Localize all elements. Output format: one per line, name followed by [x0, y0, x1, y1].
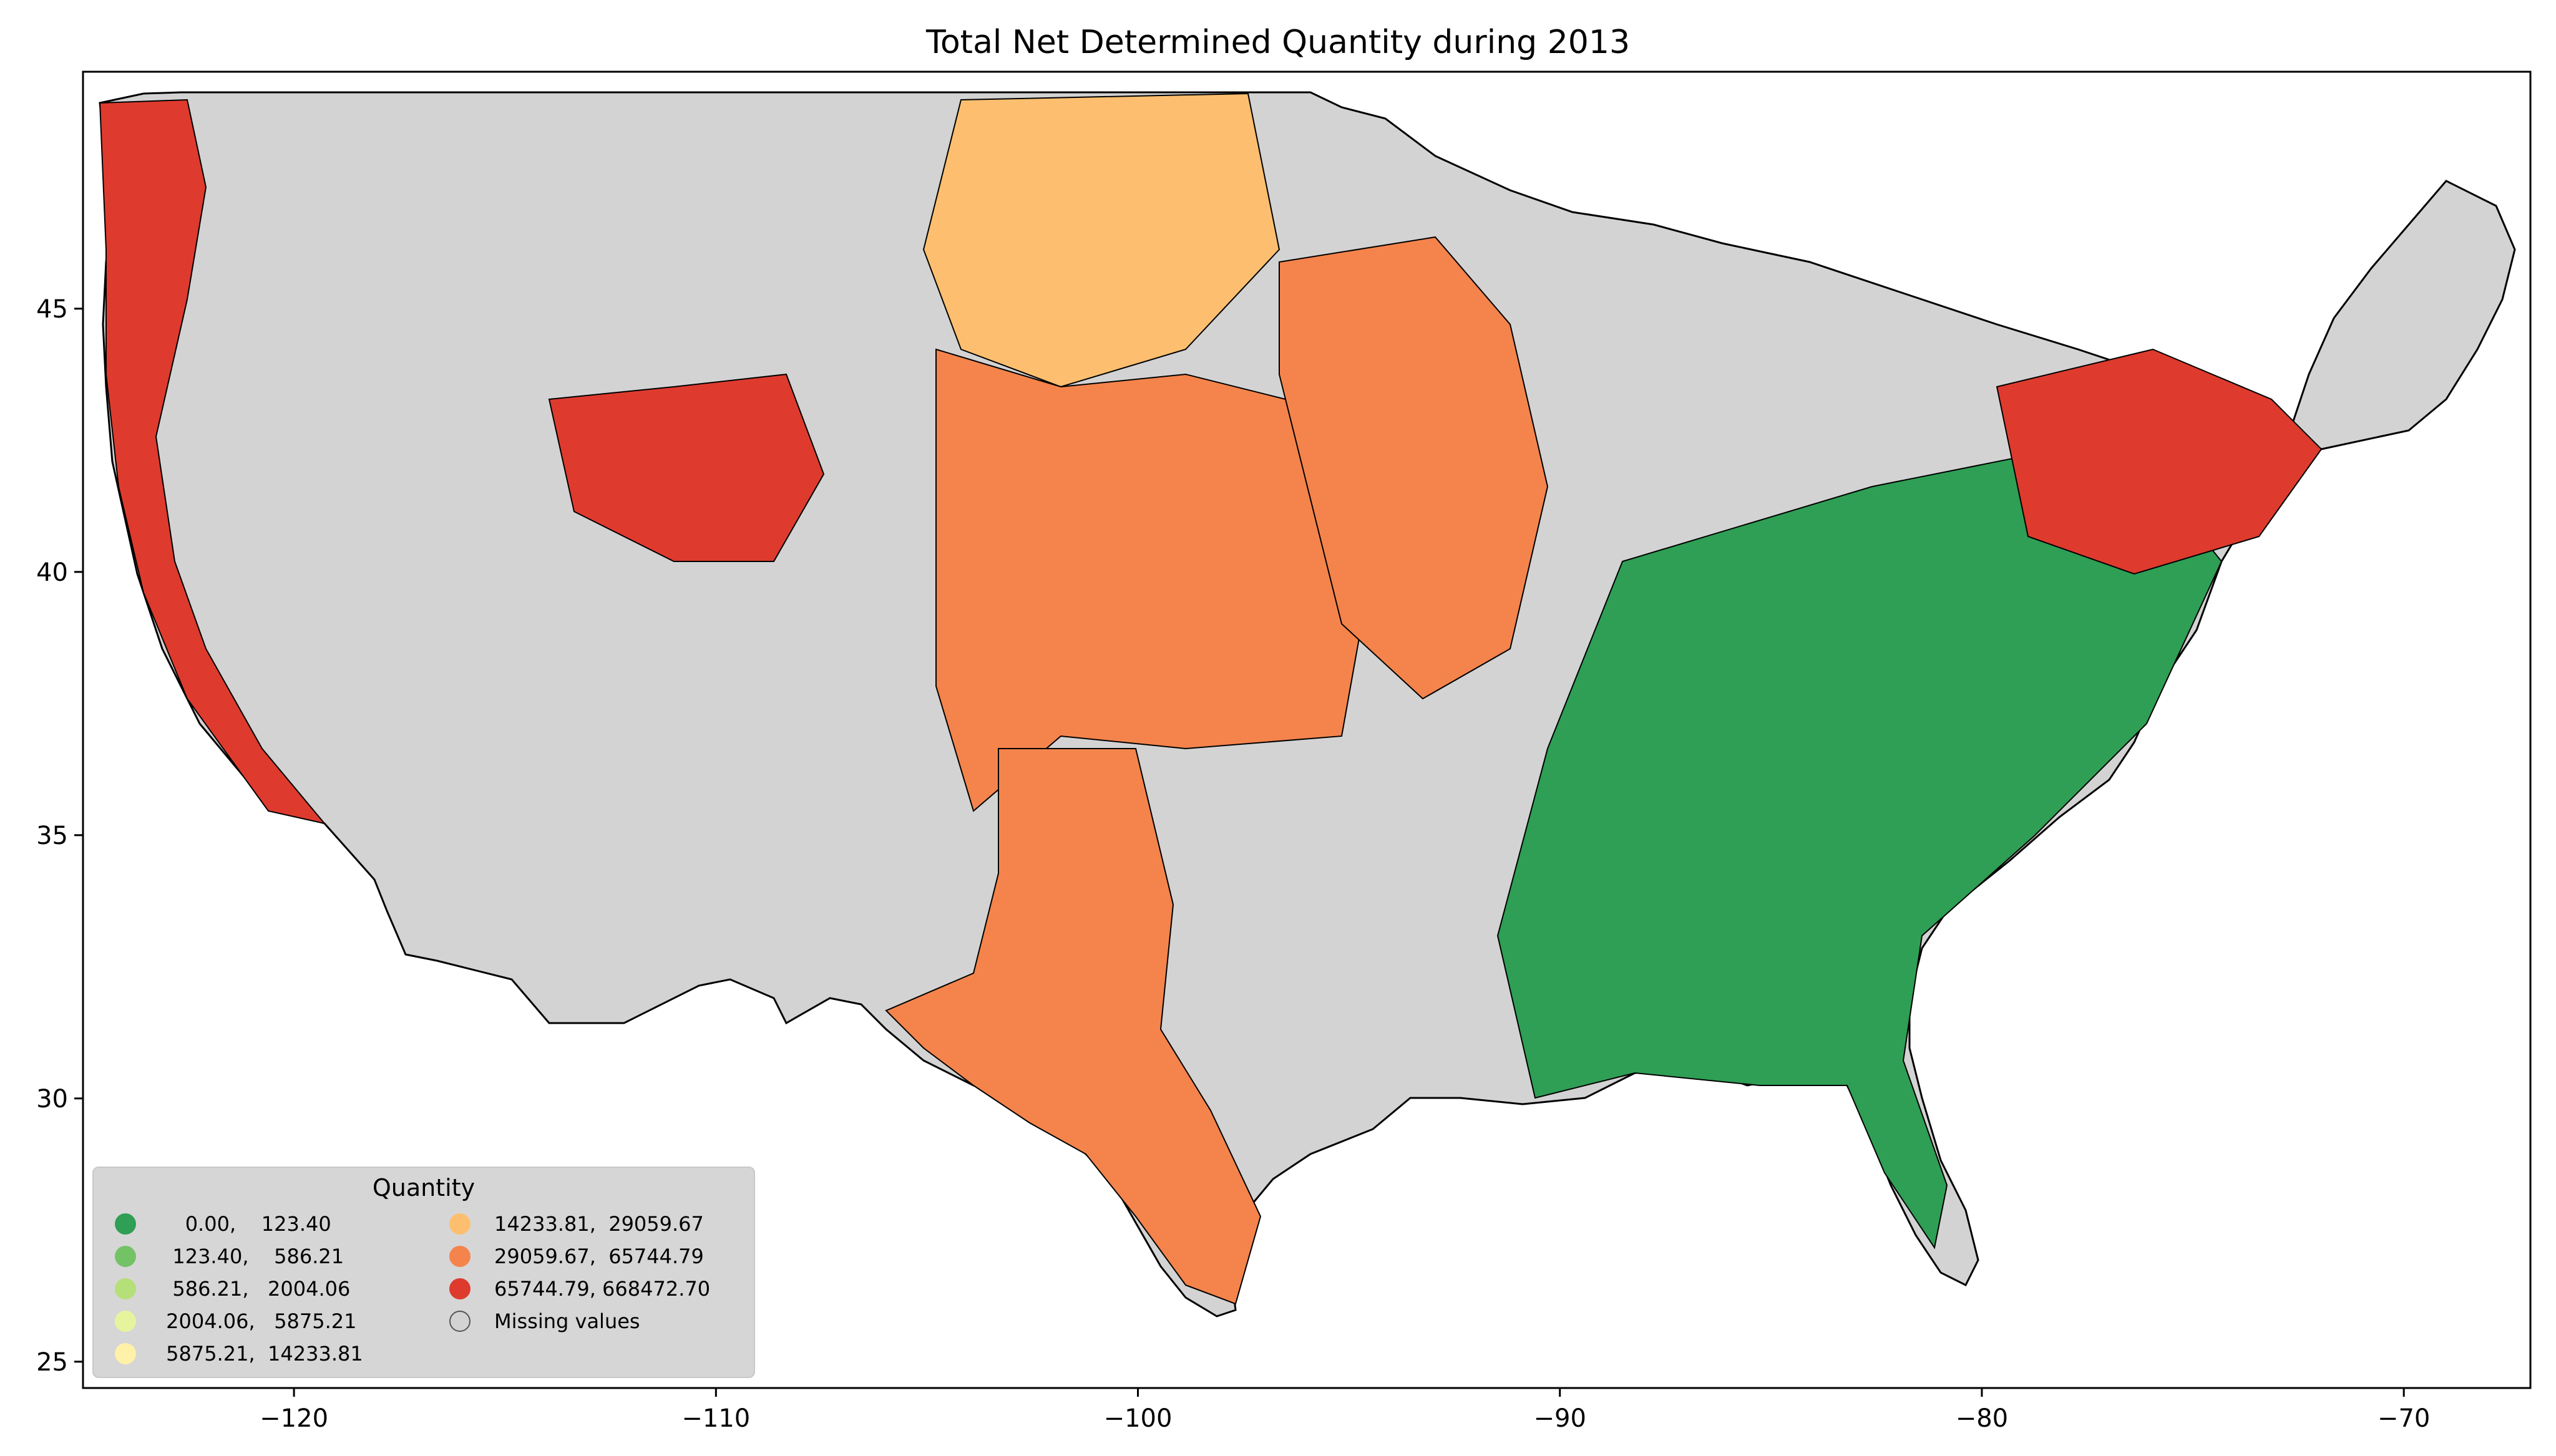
x-tick-label: −90 — [1534, 1404, 1586, 1433]
x-tick-label: −70 — [2378, 1404, 2430, 1433]
map-layer — [99, 91, 2516, 1318]
legend-item: 123.40, 586.21 — [115, 1243, 344, 1270]
map-title: Total Net Determined Quantity during 201… — [925, 24, 1631, 61]
y-tick-label: 40 — [36, 558, 68, 587]
legend-swatch — [115, 1343, 136, 1364]
legend-label: 2004.06, 5875.21 — [160, 1309, 357, 1333]
y-tick-label: 45 — [36, 295, 68, 324]
legend-swatch — [115, 1246, 136, 1267]
legend-swatch — [115, 1311, 136, 1332]
legend-title: Quantity — [372, 1174, 476, 1201]
x-tick-label: −120 — [260, 1404, 328, 1433]
x-axis: −120 −110 −100 −90 −80 −70 — [260, 1388, 2430, 1433]
region-central-plains — [935, 348, 1374, 812]
legend-label: 586.21, 2004.06 — [160, 1277, 351, 1301]
x-tick-label: −80 — [1956, 1404, 2008, 1433]
y-axis: 25 30 35 40 45 — [36, 295, 83, 1377]
region-northern-plains — [922, 92, 1280, 388]
y-tick-label: 30 — [36, 1085, 68, 1114]
legend-label: 14233.81, 29059.67 — [494, 1212, 704, 1236]
legend-item: 29059.67, 65744.79 — [449, 1243, 704, 1270]
legend: Quantity 0.00, 123.40 123.40, 586.21 586… — [92, 1167, 755, 1378]
legend-item: 5875.21, 14233.81 — [115, 1340, 363, 1367]
y-tick-label: 25 — [36, 1348, 68, 1377]
axes-frame — [82, 70, 2532, 1389]
region-south-texas — [885, 748, 1262, 1305]
region-west-coast — [99, 99, 326, 825]
legend-item: 14233.81, 29059.67 — [449, 1210, 704, 1238]
legend-swatch — [449, 1246, 471, 1267]
region-northeast — [1996, 348, 2323, 575]
legend-label: 123.40, 586.21 — [160, 1245, 344, 1268]
y-tick-label: 35 — [36, 822, 68, 850]
region-intermountain-west — [548, 373, 825, 562]
legend-swatch — [115, 1278, 136, 1299]
legend-swatch — [449, 1213, 471, 1235]
legend-swatch — [449, 1311, 471, 1332]
legend-label: 5875.21, 14233.81 — [160, 1342, 363, 1366]
x-tick-label: −110 — [681, 1404, 750, 1433]
legend-label: 65744.79, 668472.70 — [494, 1277, 711, 1301]
legend-label: Missing values — [494, 1309, 640, 1333]
legend-item: 65744.79, 668472.70 — [449, 1275, 710, 1303]
legend-swatch — [449, 1278, 471, 1299]
region-group — [99, 92, 2323, 1305]
x-tick-label: −100 — [1104, 1404, 1173, 1433]
legend-item: 0.00, 123.40 — [115, 1210, 331, 1238]
legend-label: 29059.67, 65744.79 — [494, 1245, 704, 1268]
legend-item: 2004.06, 5875.21 — [115, 1308, 357, 1335]
legend-swatch — [115, 1213, 136, 1235]
legend-item: 586.21, 2004.06 — [115, 1275, 350, 1303]
legend-item: Missing values — [449, 1308, 640, 1335]
region-corn-belt — [1279, 236, 1549, 700]
legend-label: 0.00, 123.40 — [160, 1212, 331, 1236]
